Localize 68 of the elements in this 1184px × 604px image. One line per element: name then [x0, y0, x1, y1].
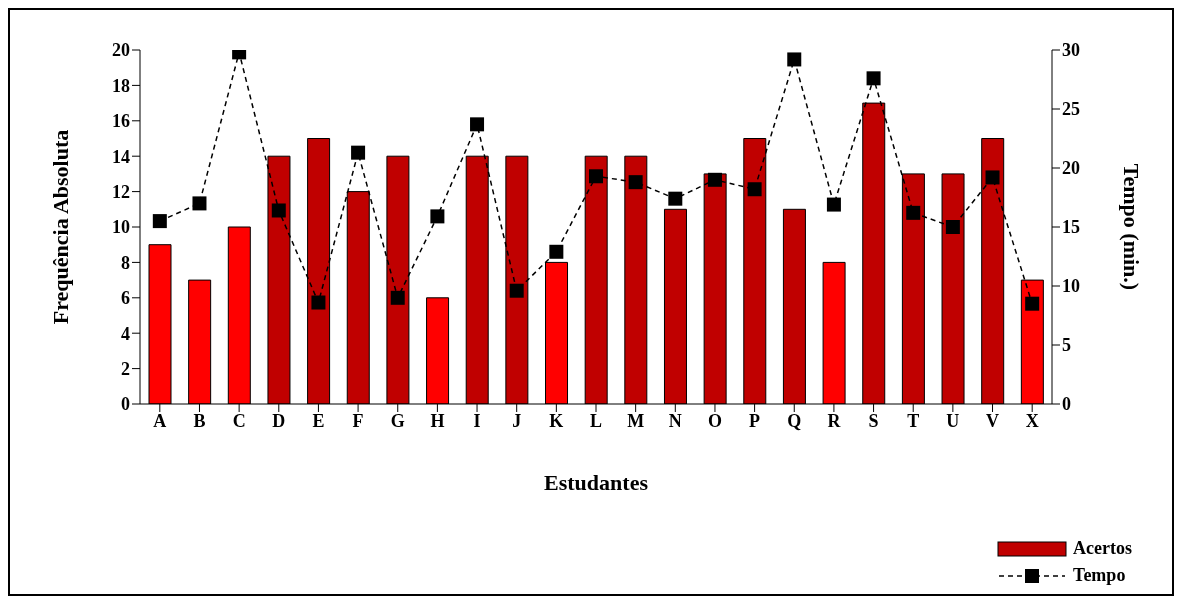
x-tick-label: H: [430, 410, 445, 431]
y-tick-label: 16: [112, 111, 130, 132]
y-tick-label: 18: [112, 75, 130, 96]
y2-tick-label: 20: [1062, 158, 1080, 179]
point: [430, 209, 445, 224]
point: [668, 191, 683, 206]
x-tick-label: X: [1025, 410, 1039, 431]
point: [390, 290, 405, 305]
x-tick-label: K: [549, 410, 564, 431]
point: [747, 182, 762, 197]
x-tick-label: V: [986, 410, 1000, 431]
x-tick-label: C: [232, 410, 246, 431]
x-tick-label: I: [473, 410, 481, 431]
point: [945, 220, 960, 234]
y-tick-label: 6: [121, 288, 130, 309]
y2-tick-label: 0: [1062, 394, 1071, 415]
point: [192, 196, 207, 211]
y2-tick-label: 25: [1062, 99, 1080, 120]
x-tick-label: T: [907, 410, 920, 431]
y2-tick-label: 30: [1062, 40, 1080, 61]
point: [470, 117, 485, 132]
x-tick-label: M: [627, 410, 645, 431]
x-tick-label: R: [827, 410, 842, 431]
x-tick-label: Q: [787, 410, 802, 431]
y2-tick-label: 5: [1062, 335, 1071, 356]
y-tick-label: 8: [121, 252, 130, 273]
point: [906, 205, 921, 220]
point: [509, 283, 524, 298]
x-tick-label: J: [512, 410, 522, 431]
y2-axis-title: Tempo (min.): [1119, 163, 1145, 291]
point: [311, 295, 326, 310]
x-tick-label: A: [153, 410, 167, 431]
x-tick-label: P: [749, 410, 761, 431]
legend-label: Tempo: [1073, 565, 1126, 586]
x-axis-title: Estudantes: [544, 469, 649, 495]
x-tick-label: S: [868, 410, 879, 431]
point: [589, 169, 603, 184]
y-tick-label: 2: [121, 358, 130, 379]
x-tick-label: O: [707, 410, 722, 431]
point: [1025, 296, 1040, 311]
y-axis-title: Frequência Absoluta: [47, 129, 73, 325]
x-tick-label: G: [390, 410, 405, 431]
point: [866, 71, 881, 86]
legend-label: Acertos: [1073, 538, 1132, 559]
y2-tick-label: 10: [1062, 276, 1080, 297]
x-tick-label: B: [193, 410, 206, 431]
point: [985, 170, 1000, 185]
x-tick-label: U: [946, 410, 960, 431]
point: [826, 197, 841, 212]
x-tick-label: N: [668, 410, 682, 431]
y-tick-label: 0: [121, 394, 130, 415]
x-tick-label: F: [352, 410, 364, 431]
point: [152, 214, 167, 229]
point: [351, 145, 366, 160]
y-tick-label: 10: [112, 217, 130, 238]
x-tick-label: D: [272, 410, 286, 431]
x-tick-label: E: [312, 410, 325, 431]
point: [549, 244, 564, 259]
point: [271, 203, 286, 218]
y-tick-label: 14: [112, 146, 130, 167]
y2-tick-label: 15: [1062, 217, 1080, 238]
x-tick-label: L: [589, 410, 603, 431]
point: [707, 172, 722, 187]
point: [787, 52, 802, 67]
y-tick-label: 20: [112, 40, 130, 61]
y-tick-label: 4: [121, 323, 130, 344]
point: [628, 175, 643, 190]
y-tick-label: 12: [112, 181, 130, 202]
